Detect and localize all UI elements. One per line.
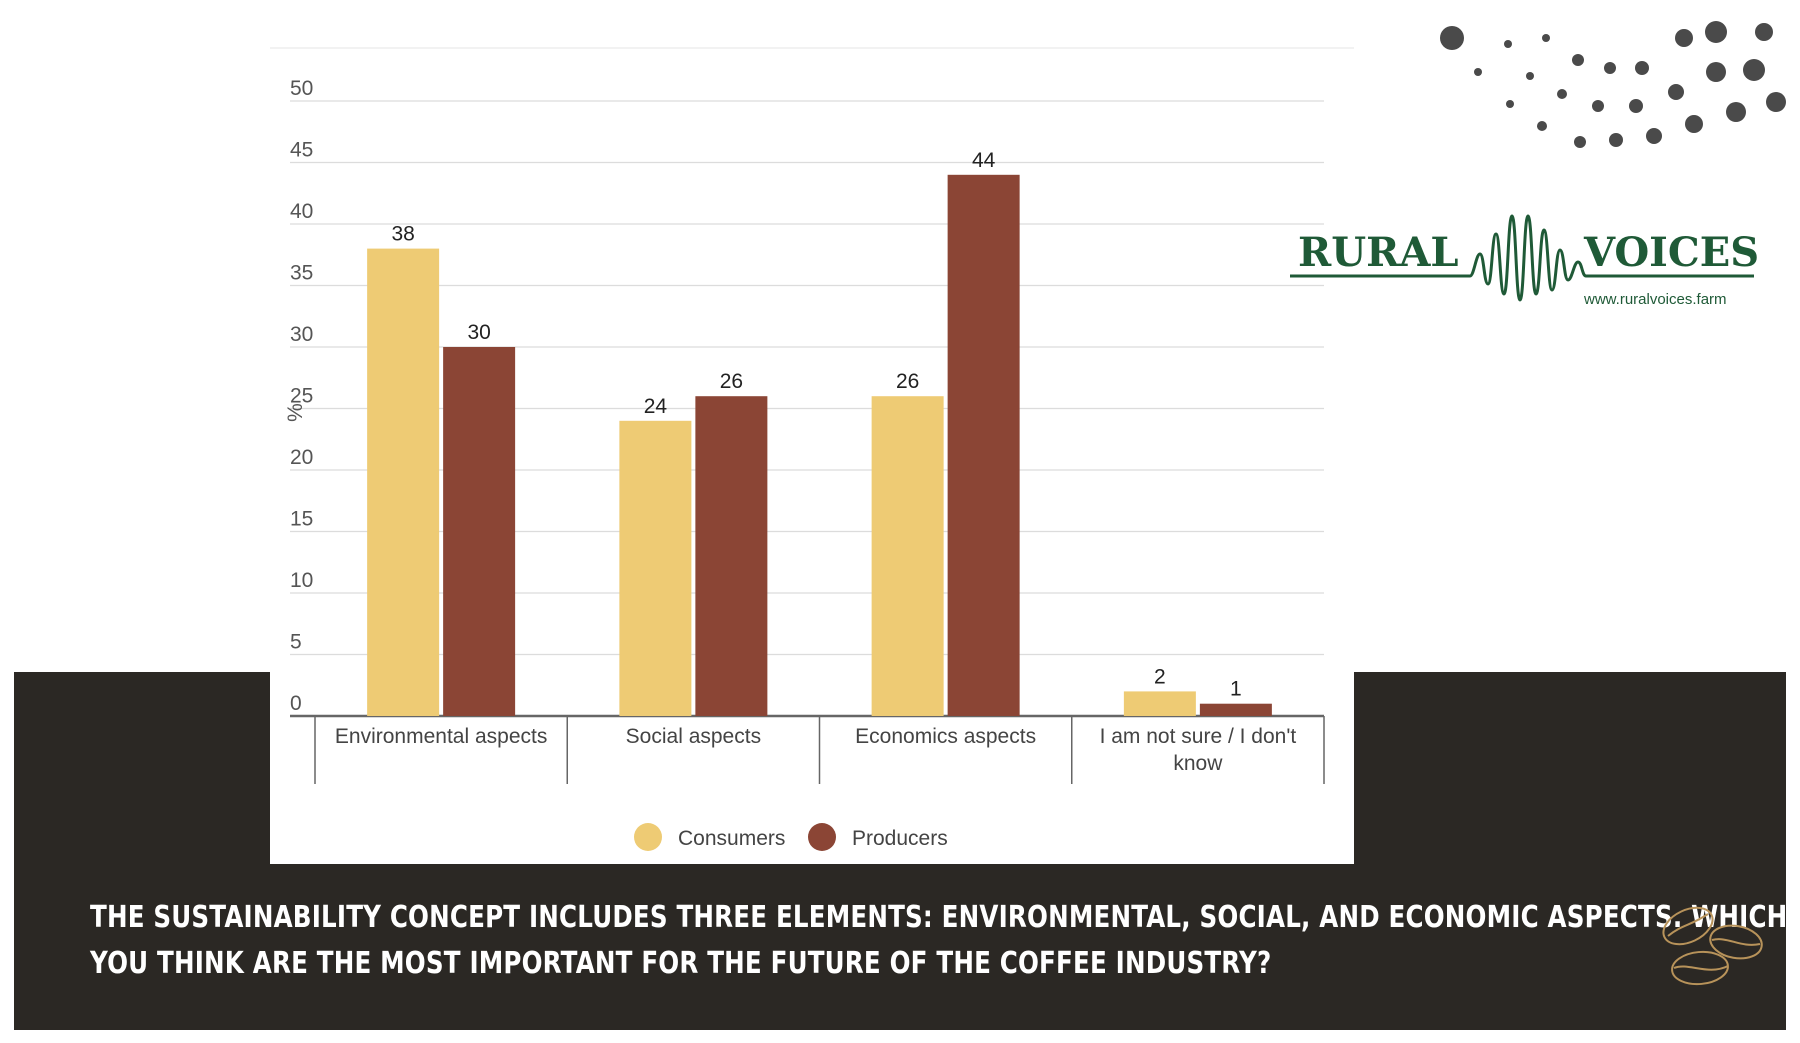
bar-producers [947,174,1020,717]
decor-dot [1743,59,1765,81]
data-label: 38 [391,223,414,246]
bar-consumers [871,396,944,716]
decor-dot [1675,29,1693,47]
data-label: 26 [720,370,743,393]
decor-dot [1609,133,1623,147]
y-tick-label: 0 [290,692,302,715]
decor-dot [1537,121,1547,131]
soundwave-icon [1469,214,1587,302]
data-label: 44 [972,149,996,172]
x-category-label: Environmental aspects [335,725,547,748]
data-label: 24 [644,395,668,418]
decor-dot [1635,61,1649,75]
bar-consumers [1123,691,1196,716]
data-label: 1 [1230,678,1242,701]
bar-consumers [619,420,692,716]
legend-swatch-producers [808,823,836,851]
legend-swatch-consumers [634,823,662,851]
rural-voices-logo-graphic: RURAL VOICES www.ruralvoices.farm [1290,214,1759,308]
caption-line-1: THE SUSTAINABILITY CONCEPT INCLUDES THRE… [90,900,1800,935]
decor-dot [1592,100,1604,112]
caption-line-2: YOU THINK ARE THE MOST IMPORTANT FOR THE… [90,946,1272,981]
decor-dot [1440,26,1464,50]
y-tick-label: 45 [290,139,313,162]
coffee-beans-icon [1662,906,1763,986]
rural-voices-logo: RURAL VOICES www.ruralvoices.farm [1290,210,1760,310]
data-label: 2 [1154,665,1166,688]
bar-consumers [367,248,440,716]
decor-dot [1706,62,1726,82]
logo-text-rural: RURAL [1298,229,1459,276]
decor-dot [1668,84,1684,100]
bar-producers [443,347,516,716]
data-label: 26 [896,370,919,393]
y-tick-label: 35 [290,262,313,285]
legend-label-producers: Producers [852,827,948,850]
decor-dot [1557,89,1567,99]
decor-dot [1526,72,1534,80]
decor-dot [1506,100,1514,108]
decor-dot [1504,40,1512,48]
y-tick-label: 30 [290,323,313,346]
decor-dot [1604,62,1616,74]
decor-dot [1542,34,1550,42]
logo-url: www.ruralvoices.farm [1583,291,1727,308]
y-tick-label: 50 [290,77,313,100]
x-category-label: Economics aspects [855,725,1036,748]
decor-dot [1646,128,1662,144]
decor-dot [1766,92,1786,112]
bar-chart: 0 5 10 15 20 25 30 35 40 45 50% Environmental aspec… [270,47,1354,851]
data-label: 30 [467,321,490,344]
decor-dot [1705,21,1727,43]
y-tick-label: 20 [290,446,313,469]
decor-dot [1629,99,1643,113]
y-tick-label: 10 [290,569,313,592]
question-caption: THE SUSTAINABILITY CONCEPT INCLUDES THRE… [90,895,1800,987]
logo-text-voices: VOICES [1583,229,1759,276]
y-tick-label: 5 [290,631,302,654]
bar-producers [695,396,768,716]
x-category-label: Social aspects [626,725,761,748]
bar-producers [1199,703,1272,716]
y-axis-label: % [284,403,307,422]
decor-dot [1474,68,1482,76]
x-category-label: know [1173,752,1223,775]
dot-pattern-icon [1440,21,1786,148]
decor-dot [1755,23,1773,41]
decor-dot [1572,54,1584,66]
chart-panel: 0 5 10 15 20 25 30 35 40 45 50% Environmental aspec… [270,40,1354,864]
decor-dot [1726,102,1746,122]
y-tick-label: 40 [290,200,313,223]
decor-dot [1574,136,1586,148]
y-tick-label: 25 [290,385,313,408]
y-tick-label: 15 [290,508,313,531]
legend-label-consumers: Consumers [678,827,785,850]
decor-dot [1685,115,1703,133]
x-category-label: I am not sure / I don't [1100,725,1297,748]
